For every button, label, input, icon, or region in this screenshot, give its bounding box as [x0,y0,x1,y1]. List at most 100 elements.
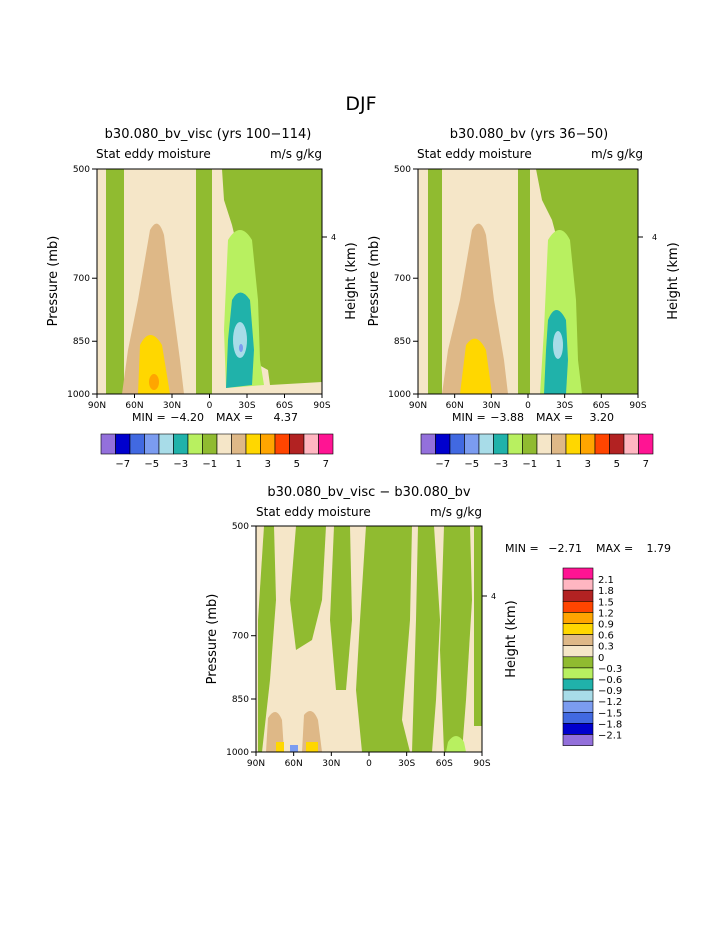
legend-swatch [638,433,654,455]
legend-label: 1 [556,459,562,470]
panel-3-right-tick-label: 4 [491,592,496,601]
legend-swatch [260,433,276,455]
panel-2-lightblue [553,331,563,359]
legend-label: 3 [265,459,271,470]
legend-swatch [562,589,594,602]
y-tick-label: 700 [394,274,411,284]
legend-swatch [562,600,594,613]
panel-1-plot [96,168,323,395]
x-tick-label: 90N [247,759,265,769]
x-tick-label: 60N [125,401,143,411]
panel-1: b30.080_bv_visc (yrs 100−114) Stat eddy … [46,127,359,470]
panel-2-tan [442,223,508,394]
legend-swatch [562,667,594,680]
legend-label: 0.6 [598,631,614,642]
y-tick-label: 500 [73,165,90,175]
panel-1-min-value: −4.20 [170,411,204,424]
legend-label: −7 [115,459,130,470]
x-tick-label: 90N [409,401,427,411]
legend-label: −3 [173,459,188,470]
legend-swatch [536,433,552,455]
panel-1-yellow [138,335,170,394]
panel-2: b30.080_bv (yrs 36−50) Stat eddy moistur… [367,127,681,470]
x-tick-label: 30S [556,401,573,411]
y-tick-label: 1000 [226,748,249,758]
x-tick-label: 90N [88,401,106,411]
legend-swatch [562,723,594,735]
x-tick-label: 90S [473,759,490,769]
x-tick-label: 30N [163,401,181,411]
panel-2-ylabel-right: Height (km) [666,242,681,319]
panel-3-legend: 2.11.81.51.20.90.60.30−0.3−0.6−0.9−1.2−1… [562,567,622,746]
legend-label: −5 [144,459,159,470]
legend-swatch [173,433,189,455]
legend-swatch [449,433,465,455]
panel-1-lightblue [233,322,247,358]
legend-swatch [562,711,594,724]
panel-2-max-label: MAX = [536,411,573,424]
panel-3-max-label: MAX = [596,542,633,555]
panel-1-min-label: MIN = [132,411,166,424]
panel-3-green-7 [474,526,482,726]
legend-swatch [318,433,334,455]
panel-3-plot [255,525,483,753]
panel-3-y-ticks: 500 700 850 1000 [226,522,256,758]
legend-swatch [551,433,567,455]
panel-3-blue [290,745,298,752]
y-tick-label: 700 [232,632,249,642]
legend-swatch [420,433,436,455]
panel-1-title: b30.080_bv_visc (yrs 100−114) [105,127,312,142]
x-tick-label: 30S [238,401,255,411]
panel-3-green-4 [356,526,412,752]
legend-swatch [562,678,594,691]
panel-2-legend: −7 −5 −3 −1 1 3 5 7 [420,433,654,470]
panel-3-tan-1 [266,711,284,752]
panel-2-y-ticks: 500 700 850 1000 [388,165,418,400]
panel-1-green-left [106,169,124,394]
legend-swatch [562,689,594,702]
panel-2-min-value: −3.88 [490,411,524,424]
legend-label: −0.3 [598,664,622,675]
legend-swatch [594,433,610,455]
legend-swatch [522,433,538,455]
legend-swatch [144,433,160,455]
legend-label: 0 [598,653,604,664]
panel-3-x-ticks: 90N 60N 30N 0 30S 60S 90S [247,752,491,769]
panel-1-y-ticks: 500 700 850 1000 [67,165,97,400]
legend-label: −1 [522,459,537,470]
panel-1-orange [149,374,159,390]
x-tick-label: 90S [313,401,330,411]
legend-swatch [115,433,131,455]
legend-label: 0.3 [598,642,614,653]
x-tick-label: 30N [482,401,500,411]
legend-swatch [478,433,494,455]
panel-3-subtitle-left: Stat eddy moisture [256,505,371,519]
panel-2-x-ticks: 90N 60N 30N 0 30S 60S 90S [409,394,647,411]
x-tick-label: 60N [446,401,464,411]
panel-2-green-mid [518,169,530,394]
x-tick-label: 60N [285,759,303,769]
panel-3-green-6 [440,526,472,752]
panel-3-title: b30.080_bv_visc − b30.080_bv [267,485,471,500]
legend-label: 1 [236,459,242,470]
legend-label: 7 [323,459,329,470]
legend-swatch [562,578,594,591]
legend-swatch [158,433,174,455]
panel-1-tan [122,223,184,394]
panel-3-max-value: 1.79 [647,542,672,555]
y-tick-label: 500 [394,165,411,175]
legend-swatch [435,433,451,455]
legend-label: 3 [585,459,591,470]
legend-swatch [231,433,247,455]
panel-2-min-label: MIN = [452,411,486,424]
legend-swatch [562,645,594,658]
legend-swatch [562,634,594,646]
legend-swatch [129,433,145,455]
legend-swatch [464,433,480,455]
panel-3-green-2 [290,526,326,650]
panel-3-tan-2 [302,711,322,752]
x-tick-label: 0 [366,759,372,769]
panel-1-green-mid [196,169,212,394]
page-title: DJF [345,93,376,115]
panel-3-yellow-2 [306,742,318,752]
